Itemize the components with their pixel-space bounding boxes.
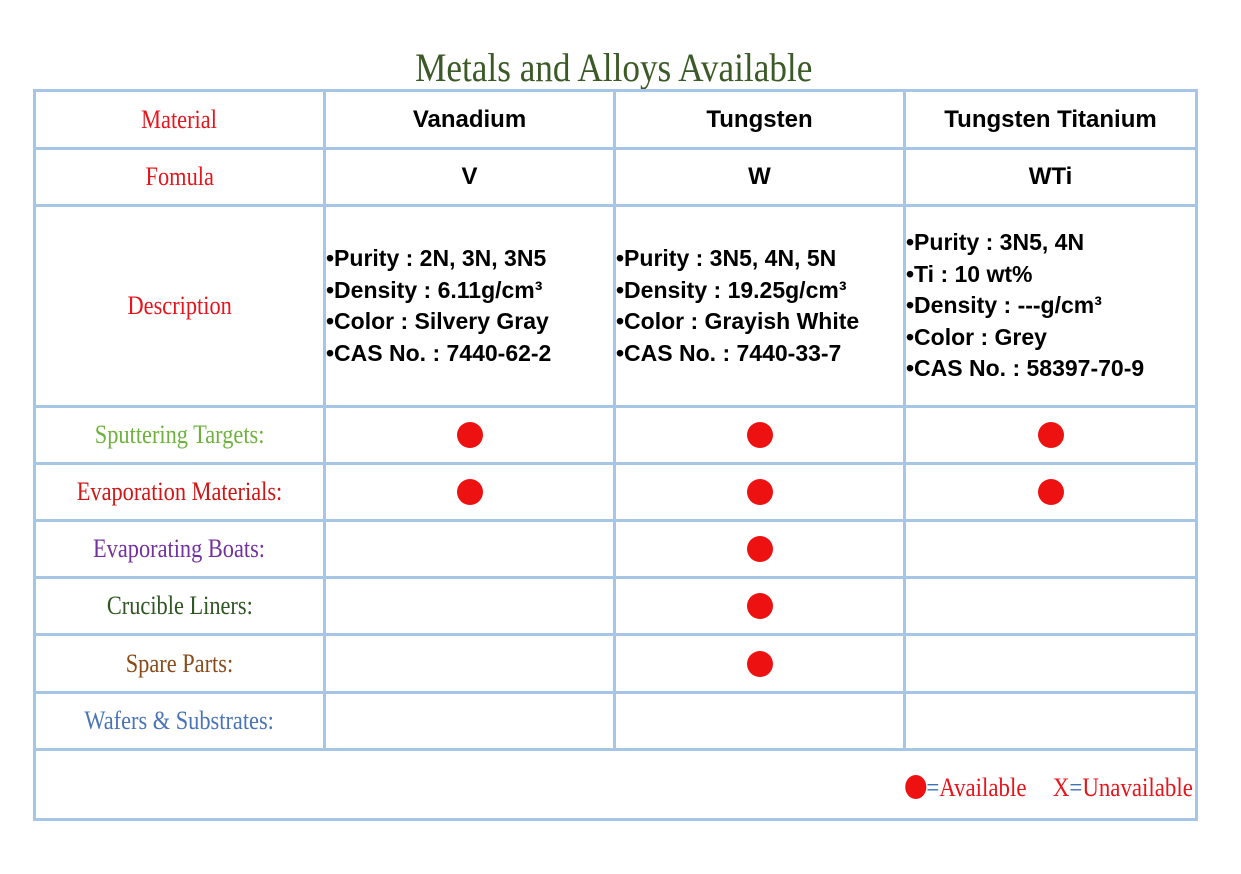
- legend-unavailable-symbol: X: [1053, 772, 1070, 802]
- row-label-text: Wafers & Substrates:: [84, 705, 275, 735]
- availability-row: Evaporation Materials:: [33, 462, 1198, 523]
- availability-cell: [613, 633, 906, 694]
- row-label-description: Description: [33, 204, 326, 408]
- availability-row: Spare Parts:: [33, 633, 1198, 694]
- description-line: •CAS No. : 7440-62-2: [326, 339, 552, 366]
- available-dot-icon: [1037, 421, 1064, 448]
- availability-cell: [613, 576, 906, 637]
- row-label-crucible-liners: Crucible Liners:: [33, 576, 326, 637]
- material-name-cell: Tungsten Titanium: [903, 88, 1198, 151]
- row-label-text: Spare Parts:: [125, 648, 234, 678]
- availability-cell: [903, 404, 1198, 466]
- description-line: •Purity : 3N5, 4N: [906, 229, 1085, 256]
- availability-cell: [613, 690, 906, 751]
- availability-cell: [613, 519, 906, 580]
- description-line: •Density : 6.11g/cm³: [326, 276, 543, 303]
- material-name-row: Material Vanadium Tungsten Tungsten Tita…: [33, 88, 1198, 151]
- availability-cell: [903, 519, 1198, 580]
- availability-cell: [903, 633, 1198, 694]
- availability-cell: [323, 404, 616, 466]
- availability-cell: [323, 519, 616, 580]
- row-label-text: Evaporation Materials:: [76, 477, 283, 507]
- legend-unavailable-text: Unavailable: [1082, 772, 1193, 802]
- legend-unavailable-eq: =: [1069, 772, 1083, 802]
- description-line: •CAS No. : 58397-70-9: [906, 355, 1145, 382]
- description-line: •CAS No. : 7440-33-7: [616, 339, 842, 366]
- description-line: •Color : Grey: [906, 323, 1047, 350]
- formula-row: Fomula V W WTi: [33, 147, 1198, 208]
- available-dot-icon: [746, 536, 773, 563]
- formula-cell: W: [613, 147, 906, 208]
- description-cell: •Purity : 2N, 3N, 3N5 •Density : 6.11g/cm…: [323, 204, 616, 408]
- description-row: Description •Purity : 2N, 3N, 3N5 •Densit…: [33, 204, 1198, 408]
- row-label-formula: Fomula: [33, 147, 326, 208]
- row-label-evaporating-boats: Evaporating Boats:: [33, 519, 326, 580]
- row-label-text: Evaporating Boats:: [93, 534, 266, 564]
- description-cell: •Purity : 3N5, 4N, 5N •Density : 19.25g/c…: [613, 204, 906, 408]
- material-name-cell: Tungsten: [613, 88, 906, 151]
- material-name-cell: Vanadium: [323, 88, 616, 151]
- row-label-spare-parts: Spare Parts:: [33, 633, 326, 694]
- available-dot-icon: [1037, 479, 1064, 506]
- row-label-wafers-substrates: Wafers & Substrates:: [33, 690, 326, 751]
- row-label-sputtering-targets: Sputtering Targets:: [33, 404, 326, 466]
- description-line: •Density : ---g/cm³: [906, 292, 1102, 319]
- formula-cell: WTi: [903, 147, 1198, 208]
- description-line: •Color : Grayish White: [616, 308, 860, 335]
- availability-cell: [613, 404, 906, 466]
- availability-cell: [323, 576, 616, 637]
- row-label-evaporation-materials: Evaporation Materials:: [33, 462, 326, 523]
- row-label-material: Material: [33, 88, 326, 151]
- availability-cell: [903, 462, 1198, 523]
- row-label-text: Crucible Liners:: [106, 591, 253, 621]
- available-dot-icon: [746, 593, 773, 620]
- availability-cell: [903, 690, 1198, 751]
- availability-row: Crucible Liners:: [33, 576, 1198, 637]
- page-title: Metals and Alloys Available: [0, 44, 1227, 92]
- availability-cell: [903, 576, 1198, 637]
- description-line: •Purity : 3N5, 4N, 5N: [616, 245, 837, 272]
- available-dot-icon: [746, 650, 773, 677]
- legend-row: =Available X=Unavailable: [33, 747, 1198, 822]
- availability-row: Evaporating Boats:: [33, 519, 1198, 580]
- row-label-text: Material: [141, 104, 218, 134]
- availability-cell: [613, 462, 906, 523]
- row-label-text: Description: [127, 291, 232, 321]
- formula-cell: V: [323, 147, 616, 208]
- available-dot-icon: [456, 421, 483, 448]
- available-dot-icon: [746, 479, 773, 506]
- row-label-text: Fomula: [145, 162, 214, 192]
- legend-available-eq: =: [926, 772, 940, 802]
- legend-available-text: Available: [939, 772, 1027, 802]
- available-dot-icon: [456, 479, 483, 506]
- availability-cell: [323, 690, 616, 751]
- description-line: •Ti : 10 wt%: [906, 260, 1033, 287]
- available-dot-icon: [905, 774, 927, 799]
- materials-table: Material Vanadium Tungsten Tungsten Tita…: [33, 88, 1198, 822]
- description-line: •Density : 19.25g/cm³: [616, 276, 847, 303]
- description-line: •Purity : 2N, 3N, 3N5: [326, 245, 547, 272]
- available-dot-icon: [746, 421, 773, 448]
- availability-cell: [323, 633, 616, 694]
- title-text: Metals and Alloys Available: [414, 45, 813, 90]
- availability-row: Wafers & Substrates:: [33, 690, 1198, 751]
- description-line: •Color : Silvery Gray: [326, 308, 549, 335]
- description-cell: •Purity : 3N5, 4N •Ti : 10 wt% •Density : …: [903, 204, 1198, 408]
- availability-cell: [323, 462, 616, 523]
- legend: =Available X=Unavailable: [36, 773, 1195, 803]
- availability-row: Sputtering Targets:: [33, 404, 1198, 466]
- legend-cell: =Available X=Unavailable: [33, 747, 1198, 822]
- row-label-text: Sputtering Targets:: [94, 419, 265, 449]
